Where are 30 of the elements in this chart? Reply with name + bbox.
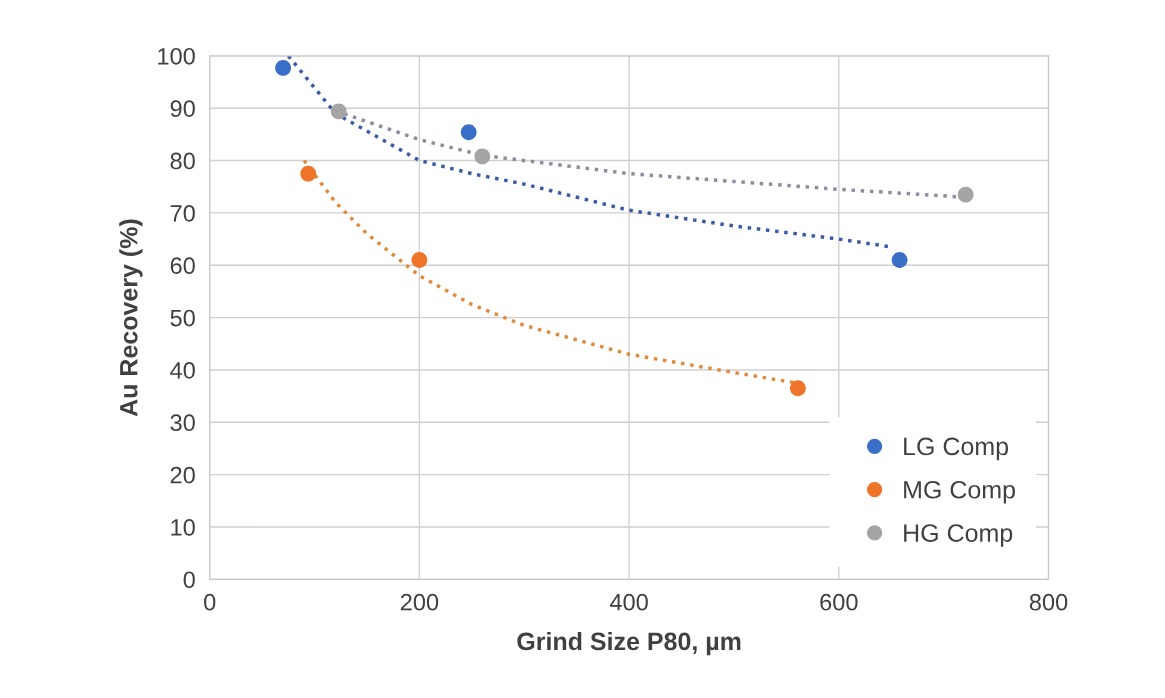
y-tick-label: 100 <box>158 47 195 65</box>
point <box>460 124 477 141</box>
point <box>891 252 908 268</box>
x-tick-label: 0 <box>204 593 216 611</box>
point <box>300 165 317 182</box>
y-tick-label: 60 <box>170 257 195 275</box>
y-axis-title: Au Recovery (%) <box>119 219 143 417</box>
x-tick-label: 600 <box>820 593 858 611</box>
y-tick-label: 10 <box>171 519 195 536</box>
x-tick-label: 200 <box>400 593 439 611</box>
y-tick-label: 50 <box>170 309 195 327</box>
point <box>789 380 806 397</box>
x-axis-title: Grind Size P80, µm <box>517 631 741 656</box>
point <box>957 186 974 203</box>
point <box>275 59 292 76</box>
point <box>411 252 428 268</box>
x-tick-label: 400 <box>609 593 648 611</box>
y-tick-label: 90 <box>170 100 195 117</box>
legend-label: HG Comp <box>904 524 1013 547</box>
y-tick-label: 30 <box>170 414 195 432</box>
y-tick-label: 70 <box>170 204 195 222</box>
legend-label: MG Comp <box>904 480 1015 504</box>
y-tick-label: 0 <box>183 571 195 589</box>
y-tick-label: 40 <box>170 362 195 379</box>
x-tick-label: 800 <box>1029 593 1068 611</box>
point <box>474 148 491 165</box>
point <box>330 103 347 120</box>
y-tick-label: 20 <box>170 466 195 484</box>
legend-label: LG Comp <box>904 437 1009 461</box>
y-tick-label: 80 <box>170 152 195 170</box>
